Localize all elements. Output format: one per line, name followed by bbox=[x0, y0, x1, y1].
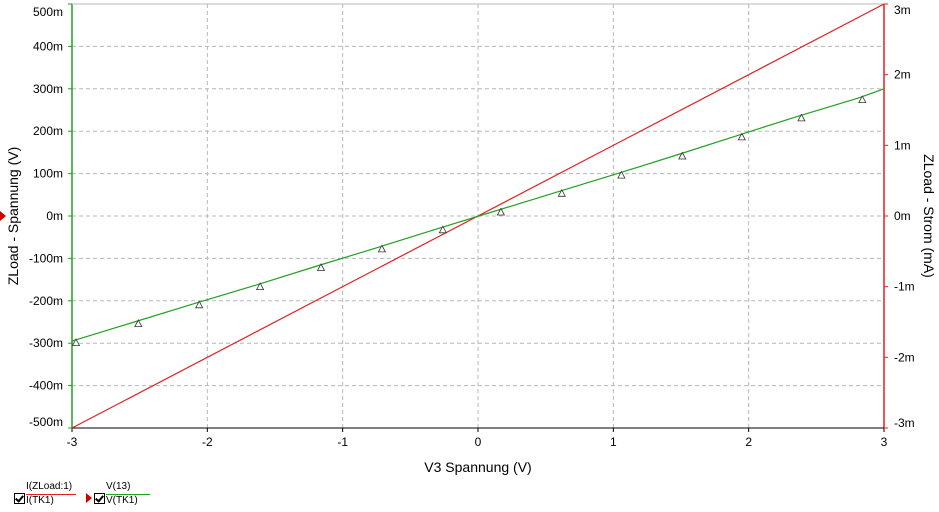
y-right-tick-label: -3m bbox=[894, 416, 915, 430]
checkbox-icon[interactable] bbox=[14, 493, 25, 504]
y-left-axis-label: ZLoad - Spannung (V) bbox=[5, 147, 21, 286]
y-right-tick-label: -1m bbox=[894, 280, 915, 294]
legend-line bbox=[106, 494, 150, 495]
series-point-marker bbox=[255, 282, 265, 291]
series-point-marker bbox=[195, 300, 204, 309]
series-point-marker bbox=[737, 132, 746, 141]
y-right-tick-label: 2m bbox=[894, 68, 911, 82]
series-point-marker bbox=[71, 338, 81, 347]
checkbox-icon[interactable] bbox=[94, 493, 105, 504]
series-point-marker bbox=[678, 151, 687, 160]
y-left-tick-label: -100m bbox=[29, 251, 63, 265]
legend-label-top: V(13) bbox=[106, 481, 131, 492]
y-left-tick-label: -500m bbox=[29, 415, 63, 429]
y-left-tick-label: 100m bbox=[33, 167, 63, 181]
y-left-tick-label: 400m bbox=[33, 39, 63, 53]
y-left-tick-label: 300m bbox=[33, 82, 63, 96]
y-right-tick-label: 1m bbox=[894, 138, 911, 152]
legend-label-top: I(ZLoad:1) bbox=[26, 481, 73, 492]
x-tick-label: 0 bbox=[475, 435, 482, 449]
y-left-tick-label: 0m bbox=[46, 209, 63, 223]
series-layer bbox=[71, 3, 885, 429]
x-axis-label: V3 Spannung (V) bbox=[424, 459, 531, 475]
legend-label-bottom: V(TK1) bbox=[106, 495, 138, 506]
y-left-tick-label: -200m bbox=[29, 294, 63, 308]
y-right-axis-label: ZLoad - Strom (mA) bbox=[921, 154, 937, 278]
y-left-tick-labels: 500m 400m 300m 200m 100m 0m -100m -200m -300m -40… bbox=[29, 5, 63, 429]
y-left-tick-label: -400m bbox=[29, 379, 63, 393]
y-left-tick-label: -300m bbox=[29, 336, 63, 350]
y-right-tick-label: 0m bbox=[894, 209, 911, 223]
x-tick-label: -2 bbox=[202, 435, 213, 449]
legend-item-current[interactable]: I(ZLoad:1) I(TK1) bbox=[14, 481, 76, 511]
series-line-1 bbox=[71, 88, 885, 342]
x-tick-label: -3 bbox=[67, 435, 78, 449]
series-point-marker bbox=[557, 188, 566, 197]
axes bbox=[68, 3, 888, 432]
series-point-marker bbox=[316, 263, 326, 271]
legend-label-bottom: I(TK1) bbox=[26, 495, 54, 506]
y-left-tick-label: 500m bbox=[33, 5, 63, 19]
series-point-marker bbox=[377, 244, 387, 253]
x-tick-label: 3 bbox=[881, 435, 888, 449]
legend-marker-icon bbox=[86, 493, 92, 503]
x-tick-label: 1 bbox=[610, 435, 617, 449]
x-tick-label: 2 bbox=[745, 435, 752, 449]
y-right-tick-label: -2m bbox=[894, 350, 915, 364]
series-point-marker bbox=[858, 95, 867, 103]
legend-item-voltage[interactable]: V(13) V(TK1) bbox=[94, 481, 150, 511]
y-right-tick-labels: 3m 2m 1m 0m -1m -2m -3m bbox=[894, 3, 915, 430]
series-point-marker bbox=[438, 225, 447, 234]
y-left-tick-label: 200m bbox=[33, 124, 63, 138]
legend-line bbox=[26, 494, 76, 495]
y-right-tick-label: 3m bbox=[894, 3, 911, 17]
x-tick-labels: -3 -2 -1 0 1 2 3 bbox=[67, 435, 888, 449]
grid bbox=[72, 4, 884, 428]
x-tick-label: -1 bbox=[337, 435, 348, 449]
series-point-marker bbox=[617, 170, 626, 179]
axis-marker-icon bbox=[0, 211, 6, 221]
series-point-marker bbox=[496, 207, 506, 216]
series-point-marker bbox=[134, 319, 143, 327]
series-point-marker bbox=[797, 113, 806, 122]
